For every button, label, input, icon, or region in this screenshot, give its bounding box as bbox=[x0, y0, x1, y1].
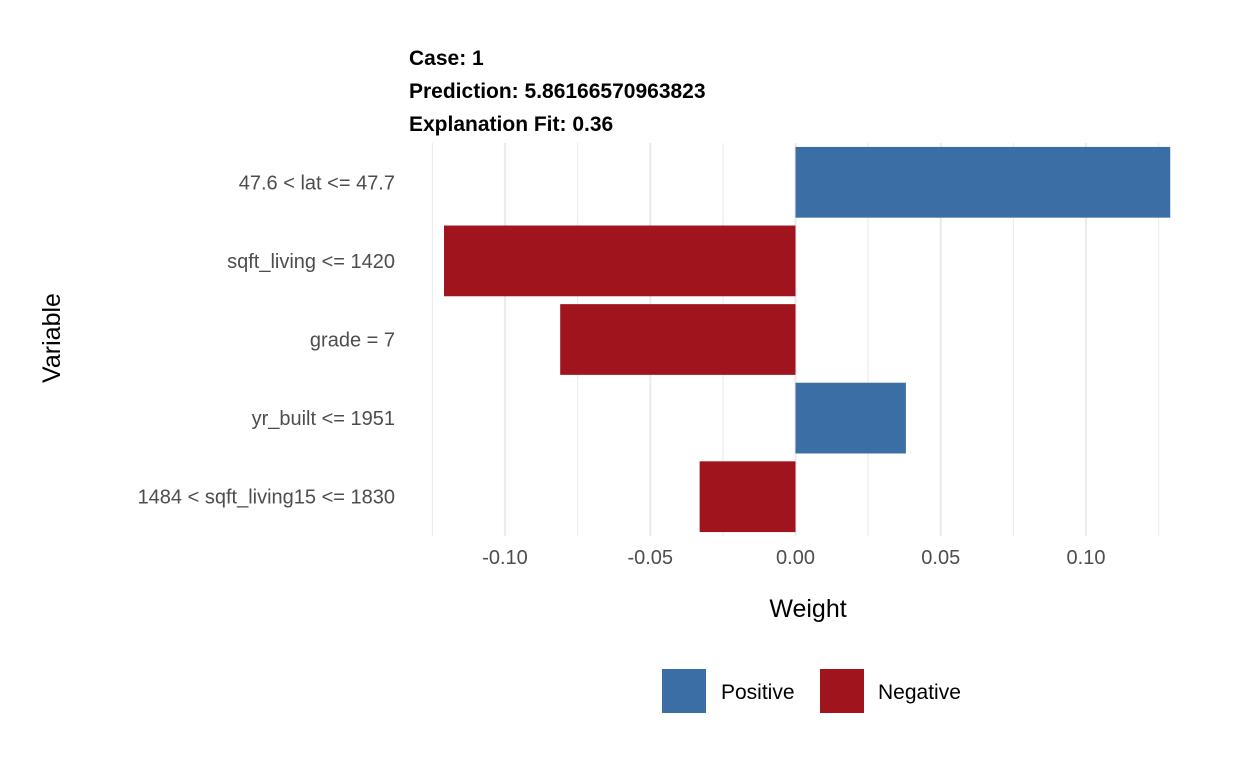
category-label: yr_built <= 1951 bbox=[252, 408, 395, 430]
bar-negative bbox=[699, 461, 796, 533]
x-tick-label: -0.10 bbox=[482, 547, 528, 569]
title-line-fit: Explanation Fit: 0.36 bbox=[409, 113, 613, 136]
category-label: 1484 < sqft_living15 <= 1830 bbox=[138, 487, 395, 509]
bars bbox=[443, 146, 1171, 533]
bar-positive bbox=[795, 382, 906, 454]
category-label: sqft_living <= 1420 bbox=[227, 251, 395, 273]
chart-title: Case: 1 Prediction: 5.86166570963823 Exp… bbox=[409, 47, 706, 136]
legend-label-positive: Positive bbox=[721, 681, 795, 704]
title-line-prediction: Prediction: 5.86166570963823 bbox=[409, 80, 706, 103]
x-tick-labels: -0.10 -0.05 0.00 0.05 0.10 bbox=[482, 547, 1105, 569]
legend: Positive Negative bbox=[662, 669, 961, 713]
x-tick-label: -0.05 bbox=[627, 547, 673, 569]
x-axis-title: Weight bbox=[769, 595, 846, 623]
x-tick-label: 0.10 bbox=[1067, 547, 1106, 569]
legend-swatch-positive bbox=[662, 669, 706, 713]
y-axis-title: Variable bbox=[38, 293, 66, 383]
bar-negative bbox=[443, 225, 796, 297]
bar-negative bbox=[560, 304, 796, 375]
category-label: 47.6 < lat <= 47.7 bbox=[239, 172, 395, 194]
category-labels: 47.6 < lat <= 47.7 sqft_living <= 1420 gra… bbox=[138, 172, 395, 508]
title-line-case: Case: 1 bbox=[409, 47, 484, 70]
category-label: grade = 7 bbox=[310, 330, 395, 352]
bar-positive bbox=[795, 146, 1171, 218]
x-tick-label: 0.05 bbox=[921, 547, 960, 569]
legend-swatch-negative bbox=[820, 669, 864, 713]
legend-label-negative: Negative bbox=[878, 681, 961, 704]
x-tick-label: 0.00 bbox=[776, 547, 815, 569]
